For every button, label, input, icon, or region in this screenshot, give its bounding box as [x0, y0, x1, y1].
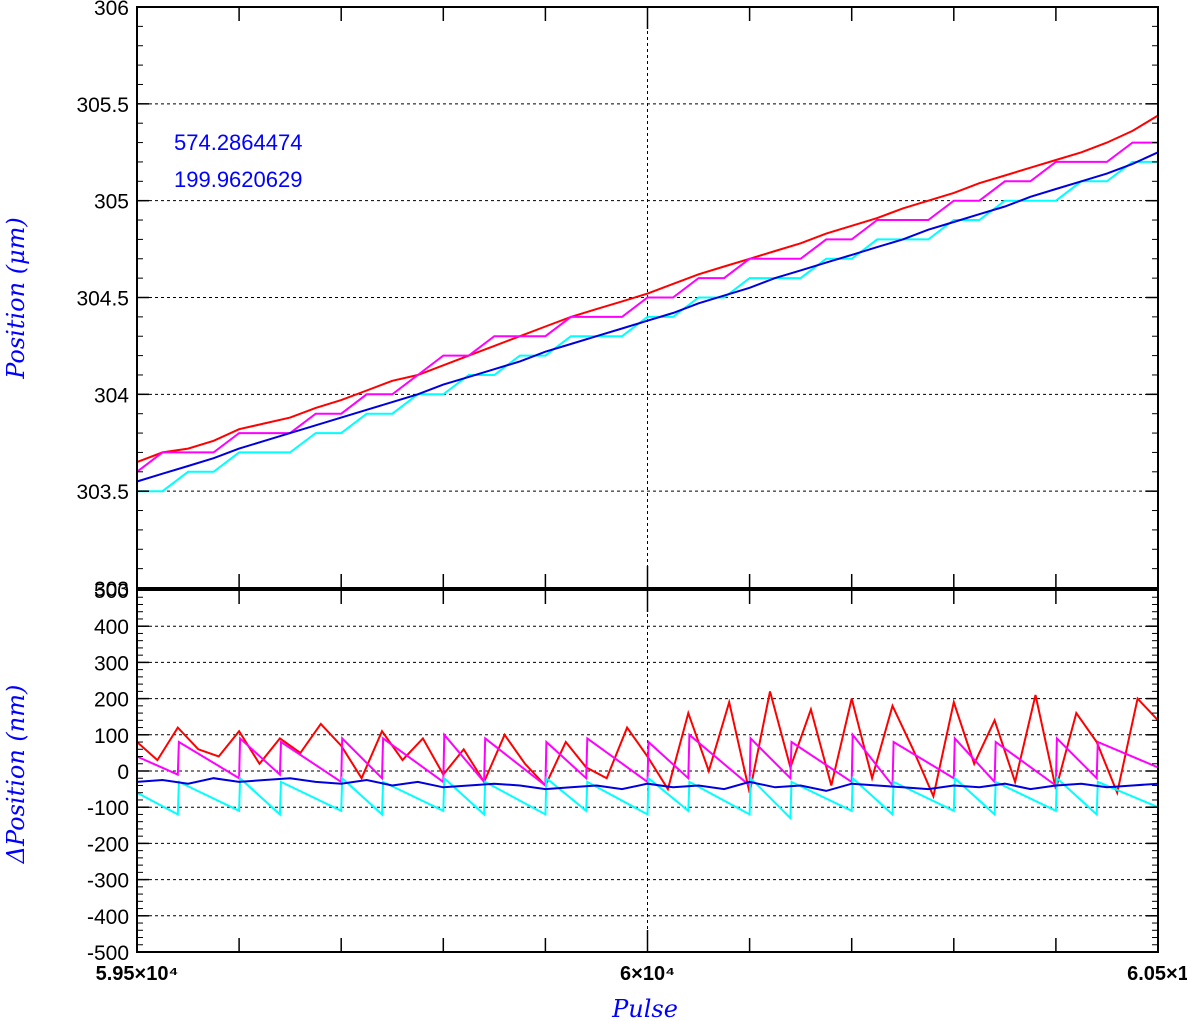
annotation-1: 574.2864474	[174, 130, 302, 155]
bottom-ytick-label-2: -300	[87, 870, 129, 893]
top-ytick-label-6: 306	[94, 0, 129, 20]
top-series-line-0	[136, 114, 1159, 464]
top-ytick-label-3: 304.5	[76, 288, 129, 311]
bottom-ytick-label-0: -500	[87, 942, 129, 965]
bottom-ytick-label-4: -100	[87, 797, 129, 820]
x-tick-label-2: 6.05×1	[1127, 963, 1187, 985]
top-y-axis-title: Position (μm)	[2, 217, 30, 380]
x-axis-title: Pulse	[611, 995, 678, 1021]
top-plot-frame	[136, 6, 1159, 589]
bottom-ytick-label-8: 300	[94, 652, 129, 675]
top-ytick-label-5: 305.5	[76, 94, 129, 117]
x-tick-label-1: 6×10⁴	[620, 963, 675, 985]
label-layer: 303 303.5 304 304.5 305 305.5 306 -500 -400 -300 -…	[76, 0, 1187, 985]
bottom-y-axis-title: ΔPosition (nm)	[2, 685, 30, 865]
bottom-ytick-label-9: 400	[94, 616, 129, 639]
top-series-line-3	[136, 151, 1159, 483]
annotation-2: 199.9620629	[174, 167, 302, 192]
bottom-ytick-label-5: 0	[117, 761, 129, 784]
top-series-line-2	[137, 160, 1158, 493]
frame-layer	[136, 6, 1159, 953]
top-ytick-label-0: 303	[94, 578, 129, 601]
bottom-plot-frame	[136, 589, 1159, 953]
bottom-series-line-1	[136, 731, 1159, 789]
bottom-ytick-label-7: 200	[94, 689, 129, 712]
x-tick-label-0: 5.95×10⁴	[96, 963, 179, 985]
top-ytick-label-2: 304	[94, 384, 129, 407]
top-ytick-label-1: 303.5	[76, 481, 129, 504]
series-layer	[136, 114, 1159, 821]
bottom-ytick-label-10: 500	[94, 580, 129, 603]
bottom-ytick-label-1: -400	[87, 906, 129, 929]
bottom-series-line-3	[136, 777, 1159, 792]
bottom-ytick-label-6: 100	[94, 725, 129, 748]
top-ytick-label-4: 305	[94, 191, 129, 214]
grid-layer	[137, 7, 1158, 952]
top-series-line-1	[136, 141, 1158, 473]
bottom-ytick-label-3: -200	[87, 833, 129, 856]
bottom-series-line-2	[136, 775, 1159, 821]
